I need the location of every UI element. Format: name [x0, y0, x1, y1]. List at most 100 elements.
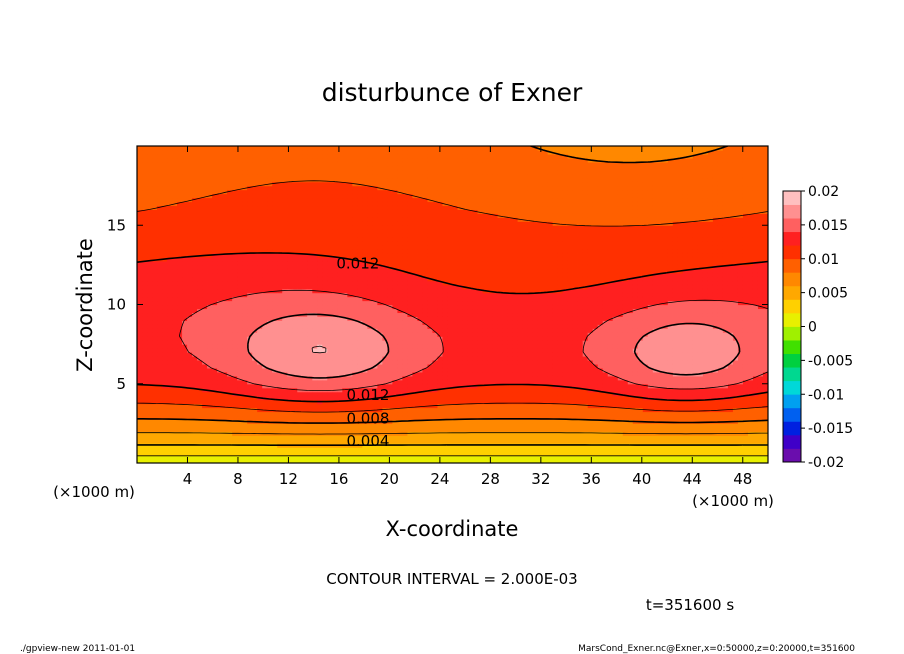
heatmap-cell: [367, 229, 373, 234]
heatmap-cell: [272, 459, 278, 463]
heatmap-cell: [187, 205, 193, 210]
heatmap-cell: [297, 435, 303, 440]
heatmap-cell: [347, 177, 353, 183]
heatmap-cell: [382, 455, 388, 460]
heatmap-cell: [372, 149, 378, 155]
heatmap-cell: [212, 459, 218, 463]
heatmap-cell: [177, 256, 183, 262]
heatmap-cell: [277, 419, 283, 424]
heatmap-cell: [397, 245, 404, 250]
heatmap-cell: [302, 304, 308, 310]
heatmap-cell: [427, 332, 434, 337]
heatmap-cell: [437, 367, 444, 373]
heatmap-cell: [287, 407, 293, 413]
heatmap-cell: [157, 411, 163, 417]
heatmap-cell: [297, 320, 303, 325]
heatmap-cell: [182, 249, 188, 254]
heatmap-cell: [137, 399, 143, 405]
heatmap-cell: [287, 225, 293, 230]
heatmap-cell: [307, 288, 313, 294]
heatmap-cell: [137, 340, 143, 345]
heatmap-cell: [437, 193, 444, 199]
heatmap-cell: [272, 249, 278, 254]
heatmap-cell: [377, 312, 383, 317]
heatmap-cell: [167, 153, 173, 159]
heatmap-cell: [422, 252, 429, 258]
heatmap-cell: [262, 213, 268, 218]
heatmap-cell: [442, 284, 449, 290]
heatmap-cell: [422, 260, 429, 266]
heatmap-cell: [252, 245, 258, 250]
heatmap-cell: [252, 332, 258, 337]
heatmap-cell: [157, 455, 163, 460]
heatmap-cell: [407, 419, 414, 424]
heatmap-cell: [172, 455, 178, 460]
heatmap-cell: [367, 403, 373, 409]
heatmap-cell: [292, 344, 298, 349]
heatmap-cell: [392, 459, 399, 463]
heatmap-cell: [382, 237, 388, 242]
heatmap-cell: [182, 403, 188, 409]
heatmap-cell: [367, 348, 373, 353]
heatmap-cell: [427, 201, 434, 207]
heatmap-cell: [282, 411, 288, 417]
heatmap-cell: [302, 348, 308, 353]
heatmap-cell: [402, 379, 409, 385]
heatmap-cell: [387, 316, 394, 321]
heatmap-cell: [197, 205, 203, 210]
heatmap-cell: [232, 205, 238, 210]
heatmap-cell: [242, 300, 248, 306]
heatmap-cell: [192, 241, 198, 246]
heatmap-cell: [317, 264, 323, 270]
heatmap-cell: [332, 308, 338, 314]
heatmap-cell: [222, 177, 228, 183]
heatmap-cell: [287, 233, 293, 238]
heatmap-cell: [347, 157, 353, 163]
heatmap-cell: [157, 264, 163, 270]
heatmap-cell: [362, 201, 368, 207]
heatmap-cell: [172, 256, 178, 262]
heatmap-cell: [277, 336, 283, 341]
heatmap-cell: [407, 363, 414, 369]
heatmap-cell: [172, 161, 178, 167]
heatmap-cell: [202, 304, 208, 310]
heatmap-cell: [357, 276, 363, 282]
heatmap-cell: [197, 367, 203, 373]
heatmap-cell: [302, 245, 308, 250]
heatmap-cell: [162, 308, 168, 314]
heatmap-cell: [252, 348, 258, 353]
heatmap-cell: [442, 197, 449, 203]
heatmap-cell: [302, 320, 308, 325]
heatmap-cell: [292, 403, 298, 409]
heatmap-cell: [222, 161, 228, 167]
heatmap-cell: [427, 344, 434, 349]
heatmap-cell: [322, 221, 328, 226]
heatmap-cell: [337, 439, 343, 444]
heatmap-cell: [182, 276, 188, 282]
heatmap-cell: [147, 185, 153, 191]
heatmap-cell: [307, 344, 313, 349]
heatmap-cell: [397, 225, 404, 230]
heatmap-cell: [442, 256, 449, 262]
heatmap-cell: [362, 169, 368, 175]
heatmap-cell: [312, 328, 318, 333]
heatmap-cell: [382, 161, 388, 167]
heatmap-cell: [257, 260, 263, 266]
heatmap-cell: [182, 181, 188, 187]
heatmap-cell: [207, 455, 213, 460]
heatmap-cell: [402, 340, 409, 345]
heatmap-cell: [177, 292, 183, 298]
heatmap-cell: [297, 268, 303, 274]
heatmap-cell: [292, 296, 298, 302]
heatmap-cell: [402, 245, 409, 250]
heatmap-cell: [322, 324, 328, 329]
heatmap-cell: [167, 375, 173, 381]
heatmap-cell: [397, 209, 404, 214]
heatmap-cell: [392, 221, 399, 226]
heatmap-cell: [337, 320, 343, 325]
heatmap-cell: [427, 348, 434, 353]
heatmap-cell: [342, 383, 348, 389]
heatmap-cell: [217, 213, 223, 218]
heatmap-cell: [417, 245, 424, 250]
heatmap-cell: [232, 181, 238, 187]
